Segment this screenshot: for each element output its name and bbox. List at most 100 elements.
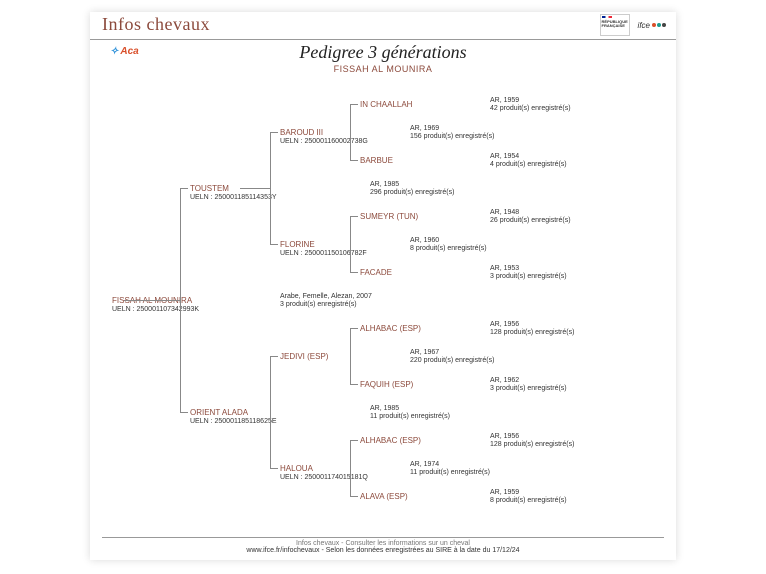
- connector-line: [350, 496, 358, 497]
- connector-line: [350, 440, 358, 441]
- horse-ueln: UELN : 250001150106782F: [280, 250, 367, 258]
- republique-francaise-logo-icon: RÉPUBLIQUE FRANÇAISE: [600, 14, 630, 36]
- horse-year: AR, 1959: [490, 97, 571, 105]
- horse-year: AR, 1959: [490, 489, 567, 497]
- horse-ueln: UELN : 250001107342993K: [112, 306, 199, 314]
- stats-dds: AR, 1956128 produit(s) enregistré(s): [490, 433, 574, 450]
- horse-name: BAROUD III: [280, 128, 368, 138]
- connector-line: [350, 160, 358, 161]
- horse-dam: ORIENT ALADAUELN : 250001185118625E: [190, 408, 277, 426]
- horse-stats: 128 produit(s) enregistré(s): [490, 329, 574, 337]
- horse-name: FACADE: [360, 268, 392, 278]
- stats-ds: AR, 1967220 produit(s) enregistré(s): [410, 349, 494, 366]
- connector-line: [350, 384, 358, 385]
- connector-line: [270, 244, 278, 245]
- connector-line: [270, 468, 278, 469]
- horse-name: ALHABAC (ESP): [360, 436, 421, 446]
- connector-line: [350, 216, 358, 217]
- page-footer: Infos chevaux - Consulter les informatio…: [102, 537, 664, 554]
- stats-dam: AR, 198511 produit(s) enregistré(s): [370, 405, 450, 422]
- stats-dd: AR, 197411 produit(s) enregistré(s): [410, 461, 490, 478]
- main-title-block: Pedigree 3 générations FISSAH AL MOUNIRA: [90, 42, 676, 74]
- horse-stats: 3 produit(s) enregistré(s): [490, 385, 567, 393]
- aca-logo-icon: ✧ Aca: [110, 46, 139, 57]
- horse-stats: 128 produit(s) enregistré(s): [490, 441, 574, 449]
- horse-subject: FISSAH AL MOUNIRAUELN : 250001107342993K: [112, 296, 199, 314]
- connector-line: [350, 272, 358, 273]
- stats-dsd: AR, 19623 produit(s) enregistré(s): [490, 377, 567, 394]
- horse-dd: HALOUAUELN : 250001174015181Q: [280, 464, 368, 482]
- horse-year: AR, 1985: [370, 181, 454, 189]
- page-title: Pedigree 3 générations: [90, 42, 676, 63]
- stats-sire: AR, 1985296 produit(s) enregistré(s): [370, 181, 454, 198]
- horse-stats: 11 produit(s) enregistré(s): [410, 469, 490, 477]
- horse-year: AR, 1974: [410, 461, 490, 469]
- connector-line: [350, 328, 351, 384]
- horse-stats: 3 produit(s) enregistré(s): [490, 273, 567, 281]
- connector-line: [270, 132, 271, 244]
- page-header: Infos chevaux RÉPUBLIQUE FRANÇAISE ifce: [90, 12, 676, 40]
- connector-line: [270, 356, 271, 468]
- stats-sd: AR, 19608 produit(s) enregistré(s): [410, 237, 487, 254]
- stats-sds: AR, 194826 produit(s) enregistré(s): [490, 209, 571, 226]
- connector-line: [350, 104, 351, 160]
- footer-line-2: www.ifce.fr/infochevaux - Selon les donn…: [102, 547, 664, 554]
- horse-stats: 4 produit(s) enregistré(s): [490, 161, 567, 169]
- connector-line: [350, 328, 358, 329]
- horse-name: ALAVA (ESP): [360, 492, 408, 502]
- horse-year: AR, 1956: [490, 321, 574, 329]
- stats-sss: AR, 195942 produit(s) enregistré(s): [490, 97, 571, 114]
- connector-line: [180, 412, 188, 413]
- dot-icon: [662, 23, 666, 27]
- horse-year: AR, 1948: [490, 209, 571, 217]
- horse-ds: JEDIVI (ESP): [280, 352, 328, 362]
- horse-year: AR, 1969: [410, 125, 494, 133]
- connector-line: [350, 216, 351, 272]
- horse-year: AR, 1956: [490, 433, 574, 441]
- header-logos: RÉPUBLIQUE FRANÇAISE ifce: [600, 14, 666, 36]
- horse-ueln: UELN : 250001185118625E: [190, 418, 277, 426]
- horse-year: AR, 1967: [410, 349, 494, 357]
- stats-dss: AR, 1956128 produit(s) enregistré(s): [490, 321, 574, 338]
- horse-year: AR, 1953: [490, 265, 567, 273]
- header-title: Infos chevaux: [102, 14, 664, 35]
- horse-name: ORIENT ALADA: [190, 408, 277, 418]
- horse-stats: 42 produit(s) enregistré(s): [490, 105, 571, 113]
- dot-icon: [652, 23, 656, 27]
- horse-name: HALOUA: [280, 464, 368, 474]
- connector-line: [240, 188, 270, 189]
- horse-stats: 296 produit(s) enregistré(s): [370, 189, 454, 197]
- connector-line: [180, 188, 181, 412]
- horse-stats: 11 produit(s) enregistré(s): [370, 413, 450, 421]
- horse-icon: ✧: [110, 46, 118, 57]
- horse-ss: BAROUD IIIUELN : 250001160002738G: [280, 128, 368, 146]
- horse-sire: TOUSTEMUELN : 250001185114353Y: [190, 184, 277, 202]
- horse-stats: 8 produit(s) enregistré(s): [490, 497, 567, 505]
- horse-stats: 3 produit(s) enregistré(s): [280, 301, 372, 309]
- connector-line: [270, 356, 278, 357]
- horse-sdd: FACADE: [360, 268, 392, 278]
- horse-ssd: BARBUE: [360, 156, 393, 166]
- horse-dds: ALHABAC (ESP): [360, 436, 421, 446]
- horse-year: AR, 1954: [490, 153, 567, 161]
- ifce-logo-icon: ifce: [638, 21, 666, 30]
- horse-name: IN CHAALLAH: [360, 100, 412, 110]
- horse-year: AR, 1962: [490, 377, 567, 385]
- stats-subject: Arabe, Femelle, Alezan, 20073 produit(s)…: [280, 293, 372, 310]
- horse-ueln: UELN : 250001185114353Y: [190, 194, 277, 202]
- dot-icon: [657, 23, 661, 27]
- horse-year: AR, 1960: [410, 237, 487, 245]
- horse-name: ALHABAC (ESP): [360, 324, 421, 334]
- connector-line: [270, 132, 278, 133]
- horse-name: JEDIVI (ESP): [280, 352, 328, 362]
- horse-name: FAQUIH (ESP): [360, 380, 413, 390]
- horse-stats: 8 produit(s) enregistré(s): [410, 245, 487, 253]
- horse-ddd: ALAVA (ESP): [360, 492, 408, 502]
- horse-sss: IN CHAALLAH: [360, 100, 412, 110]
- page-subtitle: FISSAH AL MOUNIRA: [90, 64, 676, 74]
- horse-dss: ALHABAC (ESP): [360, 324, 421, 334]
- stats-ssd: AR, 19544 produit(s) enregistré(s): [490, 153, 567, 170]
- horse-year: AR, 1985: [370, 405, 450, 413]
- horse-name: FLORINE: [280, 240, 367, 250]
- footer-line-1: Infos chevaux - Consulter les informatio…: [102, 540, 664, 547]
